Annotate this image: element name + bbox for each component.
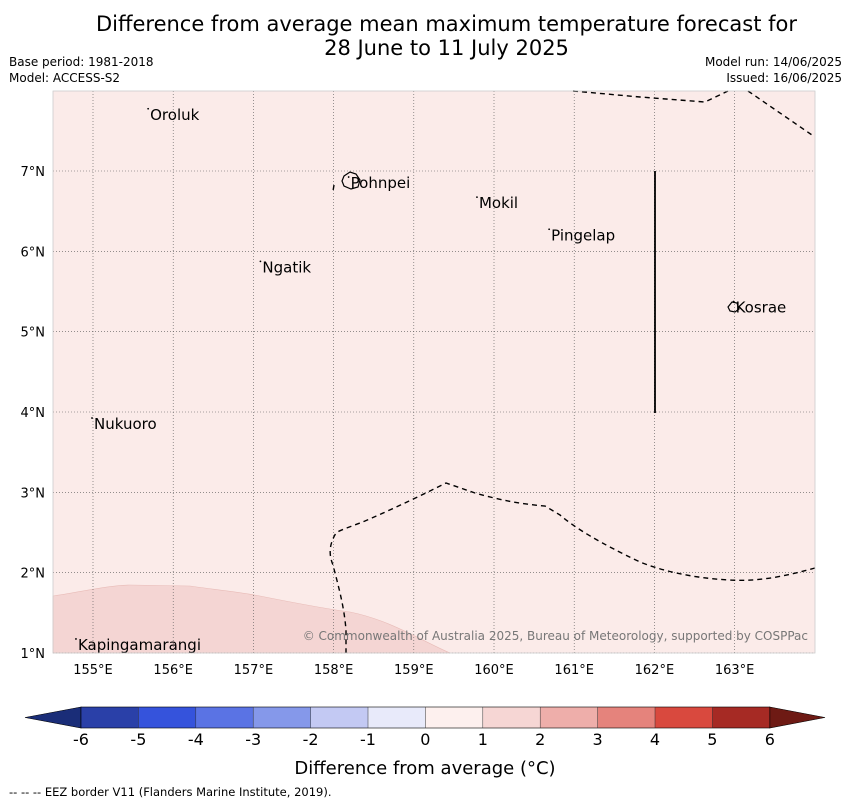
lat-tick-label: 5°N bbox=[21, 326, 46, 341]
colorbar-body: -6 -5 -4 -3 -2 -1 0 1 2 3 4 5 6 bbox=[24, 706, 826, 749]
eez-borders bbox=[329, 90, 816, 653]
colorbar-tick-label: -6 bbox=[73, 730, 89, 749]
place-marker bbox=[476, 196, 478, 199]
lon-tick-label: 157°E bbox=[234, 663, 274, 678]
lon-tick-label: 158°E bbox=[314, 663, 354, 678]
lon-tick-label: 161°E bbox=[554, 663, 594, 678]
lon-tick-label: 163°E bbox=[715, 663, 755, 678]
map: Oroluk Pohnpei Mokil Pingelap Ngatik Kosrae Nu… bbox=[21, 90, 816, 678]
colorbar-segment bbox=[81, 707, 139, 728]
colorbar-frame bbox=[80, 706, 771, 729]
map-gridlines bbox=[53, 91, 815, 654]
place-marker bbox=[147, 107, 150, 110]
colorbar-tick-label: 5 bbox=[707, 730, 717, 749]
lat-tick-label: 2°N bbox=[21, 567, 46, 582]
colorbar-tick-label: 0 bbox=[420, 730, 430, 749]
colorbar-segment bbox=[253, 707, 312, 728]
place-label: Pingelap bbox=[551, 226, 615, 244]
colorbar-segment bbox=[425, 707, 484, 728]
lat-tick-label: 4°N bbox=[21, 406, 46, 421]
lon-tick-label: 156°E bbox=[153, 663, 193, 678]
lat-tick-label: 3°N bbox=[21, 486, 46, 501]
colorbar-segment bbox=[138, 707, 197, 728]
warm-anomaly-area bbox=[52, 584, 451, 654]
eez-border-northeast bbox=[747, 90, 813, 136]
map-frame bbox=[52, 90, 816, 654]
colorbar-tick-label: 2 bbox=[535, 730, 545, 749]
place-marker bbox=[347, 176, 350, 178]
lat-tick-label: 1°N bbox=[21, 647, 46, 662]
place-marker bbox=[91, 417, 93, 419]
colorbar-segment bbox=[368, 707, 426, 728]
lat-tick-label: 6°N bbox=[21, 245, 46, 260]
colorbar-segment bbox=[597, 707, 656, 728]
colorbar-under-extension bbox=[24, 706, 82, 729]
lon-tick-label: 159°E bbox=[394, 663, 434, 678]
meta-right: Model run: 14/06/2025 Issued: 16/06/2025 bbox=[705, 54, 842, 86]
colorbar-segment bbox=[712, 707, 771, 728]
colorbar-tick-label: -2 bbox=[303, 730, 319, 749]
colorbar-tick-label: -1 bbox=[360, 730, 376, 749]
lat-tick-label: 7°N bbox=[21, 165, 46, 180]
map-background bbox=[53, 91, 815, 653]
colorbar-tick-label: 3 bbox=[593, 730, 603, 749]
place-marker bbox=[75, 638, 77, 640]
title-line-2: 28 June to 11 July 2025 bbox=[324, 36, 569, 60]
eez-legend-note: -- -- -- EEZ border V11 (Flanders Marine… bbox=[9, 785, 332, 799]
copyright-text: © Commonwealth of Australia 2025, Bureau… bbox=[303, 629, 808, 643]
lon-tick-label: 160°E bbox=[474, 663, 514, 678]
colorbar-tick-label: 1 bbox=[478, 730, 488, 749]
colorbar-axis-label: Difference from average (°C) bbox=[294, 758, 555, 779]
model-run-text: Model run: 14/06/2025 bbox=[704, 55, 842, 69]
colorbar-tick-label: 4 bbox=[650, 730, 660, 749]
base-period-text: Base period: 1981-2018 bbox=[9, 55, 154, 69]
colorbar-segment bbox=[195, 707, 254, 728]
place-marker bbox=[732, 300, 735, 303]
issued-text: Issued: 16/06/2025 bbox=[726, 71, 842, 85]
pohnpei-island-outline bbox=[341, 171, 361, 190]
eez-border-south bbox=[329, 482, 816, 653]
colorbar-segment bbox=[540, 707, 599, 728]
kosrae-island-outline bbox=[727, 301, 740, 313]
place-label: Oroluk bbox=[150, 106, 199, 124]
place-label: Pohnpei bbox=[351, 174, 411, 192]
colorbar-tick-label: 6 bbox=[765, 730, 775, 749]
model-text: Model: ACCESS-S2 bbox=[9, 71, 121, 85]
place-labels: Oroluk Pohnpei Mokil Pingelap Ngatik Kosrae Nu… bbox=[75, 106, 786, 654]
colorbar-segment bbox=[655, 707, 713, 728]
place-marker bbox=[548, 228, 551, 231]
place-label: Nukuoro bbox=[94, 415, 157, 433]
colorbar-tick-label: -3 bbox=[245, 730, 261, 749]
colorbar-over-extension bbox=[769, 706, 826, 729]
lon-tick-label: 155°E bbox=[73, 663, 113, 678]
colorbar-tick-label: -4 bbox=[188, 730, 204, 749]
place-marker bbox=[259, 260, 262, 263]
lon-tick-label: 162°E bbox=[635, 663, 675, 678]
title-line-1: Difference from average mean maximum tem… bbox=[96, 12, 797, 36]
place-label: Kapingamarangi bbox=[78, 636, 201, 654]
place-label: Mokil bbox=[479, 194, 518, 212]
chart-title: Difference from average mean maximum tem… bbox=[0, 12, 850, 60]
eez-border-pohnpei-fragment bbox=[332, 184, 335, 192]
place-label: Ngatik bbox=[262, 258, 311, 276]
place-label: Kosrae bbox=[736, 299, 787, 317]
colorbar-tick-label: -5 bbox=[130, 730, 146, 749]
colorbar-segment bbox=[310, 707, 369, 728]
meta-left: Base period: 1981-2018 Model: ACCESS-S2 bbox=[9, 54, 154, 86]
eez-border-north bbox=[572, 90, 729, 103]
axis-labels: 155°E 156°E 157°E 158°E 159°E 160°E 161°E 162°E… bbox=[21, 165, 755, 678]
colorbar-segment bbox=[482, 707, 541, 728]
